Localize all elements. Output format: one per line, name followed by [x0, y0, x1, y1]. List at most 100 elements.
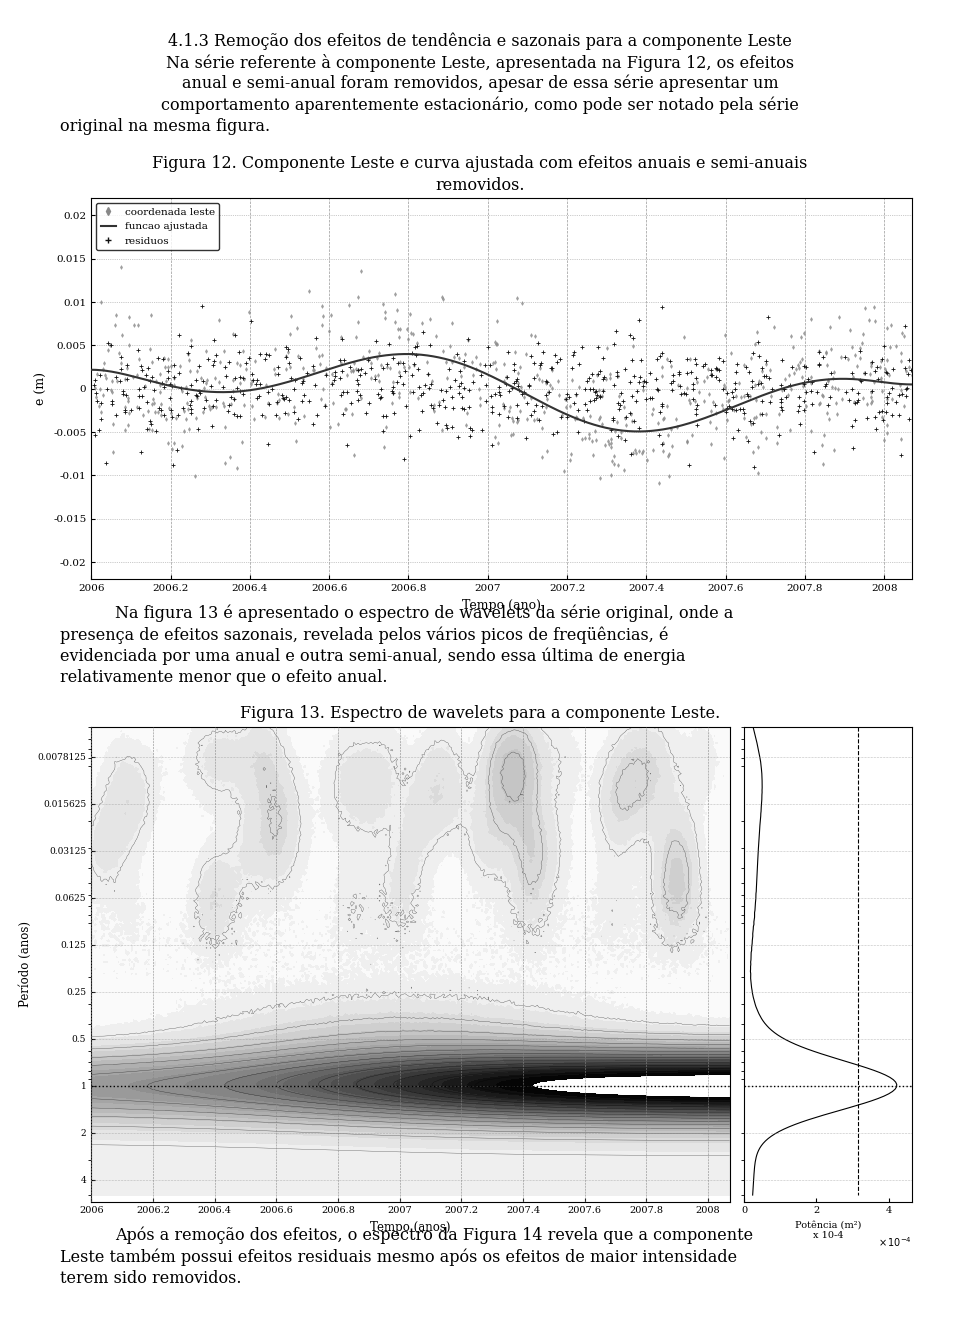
- residuos: [369, 330, 384, 352]
- coordenada leste: [156, 348, 172, 369]
- coordenada leste: [306, 360, 322, 381]
- residuos: [821, 395, 836, 416]
- residuos: [689, 403, 705, 424]
- coordenada leste: [245, 395, 260, 416]
- coordenada leste: [468, 347, 484, 368]
- residuos: [592, 387, 608, 408]
- residuos: [257, 348, 273, 369]
- coordenada leste: [556, 460, 571, 482]
- coordenada leste: [568, 384, 584, 405]
- residuos: [791, 395, 806, 416]
- coordenada leste: [142, 339, 157, 360]
- coordenada leste: [825, 376, 840, 397]
- coordenada leste: [314, 314, 329, 336]
- coordenada leste: [708, 403, 724, 424]
- coordenada leste: [656, 432, 671, 454]
- residuos: [464, 419, 479, 440]
- coordenada leste: [89, 363, 105, 384]
- residuos: [99, 452, 114, 474]
- residuos: [485, 396, 500, 417]
- residuos: [852, 371, 868, 392]
- coordenada leste: [93, 292, 108, 313]
- coordenada leste: [604, 464, 619, 486]
- coordenada leste: [708, 359, 724, 380]
- residuos: [539, 384, 554, 405]
- coordenada leste: [564, 369, 580, 391]
- coordenada leste: [746, 442, 761, 463]
- coordenada leste: [616, 459, 632, 480]
- coordenada leste: [882, 336, 898, 357]
- residuos: [519, 392, 535, 413]
- coordenada leste: [355, 347, 371, 368]
- residuos: [553, 407, 568, 428]
- residuos: [617, 429, 633, 451]
- Text: original na mesma figura.: original na mesma figura.: [60, 118, 271, 135]
- coordenada leste: [570, 407, 586, 428]
- residuos: [205, 355, 221, 376]
- residuos: [704, 359, 719, 380]
- residuos: [816, 345, 831, 367]
- residuos: [755, 357, 770, 379]
- funcao ajustada: [727, 399, 738, 415]
- residuos: [324, 373, 339, 395]
- residuos: [156, 404, 172, 425]
- coordenada leste: [392, 326, 407, 348]
- residuos: [105, 389, 120, 411]
- coordenada leste: [444, 312, 460, 333]
- residuos: [543, 357, 559, 379]
- coordenada leste: [791, 357, 806, 379]
- coordenada leste: [207, 368, 223, 389]
- coordenada leste: [663, 355, 679, 376]
- coordenada leste: [435, 420, 450, 442]
- coordenada leste: [121, 401, 136, 423]
- residuos: [623, 401, 638, 423]
- residuos: [903, 360, 919, 381]
- coordenada leste: [755, 376, 770, 397]
- coordenada leste: [427, 400, 443, 421]
- coordenada leste: [95, 384, 110, 405]
- residuos: [535, 341, 550, 363]
- residuos: [689, 413, 705, 435]
- coordenada leste: [505, 423, 520, 444]
- residuos: [654, 393, 669, 415]
- residuos: [372, 387, 388, 408]
- coordenada leste: [602, 368, 617, 389]
- coordenada leste: [717, 325, 732, 347]
- residuos: [499, 367, 515, 388]
- coordenada leste: [610, 411, 625, 432]
- residuos: [818, 373, 833, 395]
- coordenada leste: [827, 439, 842, 460]
- coordenada leste: [529, 364, 544, 385]
- residuos: [499, 373, 515, 395]
- coordenada leste: [752, 371, 767, 392]
- residuos: [443, 376, 458, 397]
- coordenada leste: [523, 387, 539, 408]
- residuos: [566, 341, 582, 363]
- residuos: [281, 352, 297, 373]
- coordenada leste: [147, 401, 162, 423]
- coordenada leste: [577, 427, 592, 448]
- coordenada leste: [458, 344, 473, 365]
- coordenada leste: [179, 377, 194, 399]
- coordenada leste: [604, 432, 619, 454]
- residuos: [349, 369, 365, 391]
- residuos: [539, 371, 554, 392]
- coordenada leste: [121, 387, 136, 408]
- residuos: [293, 347, 308, 368]
- residuos: [715, 351, 731, 372]
- coordenada leste: [282, 324, 298, 345]
- coordenada leste: [846, 367, 861, 388]
- residuos: [552, 349, 567, 371]
- residuos: [881, 383, 897, 404]
- residuos: [457, 377, 472, 399]
- coordenada leste: [143, 304, 158, 325]
- residuos: [183, 375, 199, 396]
- residuos: [455, 387, 470, 408]
- coordenada leste: [345, 404, 360, 425]
- residuos: [301, 391, 317, 412]
- residuos: [627, 365, 642, 387]
- coordenada leste: [315, 379, 330, 400]
- residuos: [131, 385, 146, 407]
- coordenada leste: [272, 389, 287, 411]
- coordenada leste: [814, 435, 829, 456]
